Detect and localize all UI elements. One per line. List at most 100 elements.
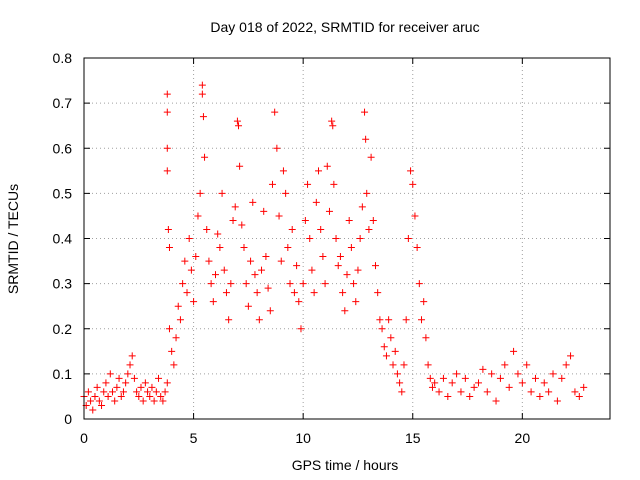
data-point [271, 108, 279, 116]
data-point [365, 225, 373, 233]
data-point [225, 316, 233, 324]
data-point [152, 388, 160, 396]
data-point [387, 334, 395, 342]
data-point [385, 316, 393, 324]
data-point [133, 388, 141, 396]
data-point [148, 383, 156, 391]
x-axis-title: GPS time / hours [292, 457, 399, 473]
data-point [501, 361, 509, 369]
data-point [150, 397, 158, 405]
data-point [461, 374, 469, 382]
data-point [553, 397, 561, 405]
data-point [170, 361, 178, 369]
data-point [549, 370, 557, 378]
data-point [163, 108, 171, 116]
data-point [282, 189, 290, 197]
data-point [527, 388, 535, 396]
data-point [262, 253, 270, 261]
data-point [323, 162, 331, 170]
data-point [244, 302, 252, 310]
data-point [352, 298, 360, 306]
data-point [575, 392, 583, 400]
data-point [198, 81, 206, 89]
data-point [240, 244, 248, 252]
y-tick-label: 0.6 [53, 140, 73, 156]
data-point [247, 257, 255, 265]
x-tick-label: 0 [80, 430, 88, 446]
data-point [363, 189, 371, 197]
data-point [332, 235, 340, 242]
data-point [220, 266, 228, 274]
data-point [404, 235, 412, 242]
data-point [229, 216, 237, 224]
data-point [424, 361, 432, 369]
data-point [426, 374, 434, 382]
data-point [290, 289, 298, 297]
data-point [304, 180, 312, 188]
data-point [523, 361, 531, 369]
data-point [113, 383, 121, 391]
data-point [102, 379, 110, 387]
data-point [299, 280, 307, 288]
data-point [371, 262, 379, 270]
y-tick-label: 0.5 [53, 185, 73, 201]
data-point [255, 316, 263, 324]
data-point [279, 167, 287, 175]
data-point [157, 392, 165, 400]
plot-frame [83, 57, 611, 420]
data-point [236, 162, 244, 170]
data-point [205, 257, 213, 265]
y-tick-labels: 0 0.1 0.2 0.3 0.4 0.5 0.6 0.7 0.8 [53, 50, 73, 427]
data-point [376, 316, 384, 324]
data-point [216, 244, 224, 252]
data-point [242, 280, 250, 288]
grid-lines [84, 58, 610, 419]
data-point [466, 392, 474, 400]
data-point [253, 289, 261, 297]
y-tick-label: 0.8 [53, 50, 73, 66]
data-point [361, 108, 369, 116]
data-point [179, 280, 187, 288]
data-point [483, 388, 491, 396]
data-point [203, 225, 211, 233]
data-point [435, 388, 443, 396]
data-point [505, 383, 513, 391]
data-point [124, 370, 132, 378]
data-point [396, 379, 404, 387]
data-point [545, 388, 553, 396]
data-point [155, 374, 163, 382]
data-point [198, 90, 206, 98]
data-point [398, 388, 406, 396]
data-point [176, 316, 184, 324]
data-point [258, 266, 266, 274]
data-point [196, 189, 204, 197]
data-point [347, 244, 355, 252]
data-point [391, 347, 399, 355]
data-point [402, 316, 410, 324]
data-point [268, 180, 276, 188]
data-point [108, 388, 116, 396]
data-point [163, 167, 171, 175]
y-tick-label: 0.3 [53, 276, 73, 292]
data-point [420, 298, 428, 306]
data-point [159, 397, 167, 405]
data-point [479, 365, 487, 373]
data-point [172, 334, 180, 342]
data-point [165, 325, 173, 333]
data-point [144, 388, 152, 396]
data-point [330, 180, 338, 188]
data-point [174, 302, 182, 310]
data-point [295, 298, 303, 306]
data-point [378, 325, 386, 333]
data-point [431, 379, 439, 387]
data-point [201, 153, 209, 161]
data-point [194, 212, 202, 220]
axis-ticks [83, 57, 610, 420]
data-point [161, 388, 169, 396]
data-point [448, 379, 456, 387]
data-point [251, 271, 259, 279]
data-point [139, 397, 147, 405]
data-point [163, 90, 171, 98]
data-point [235, 122, 243, 130]
